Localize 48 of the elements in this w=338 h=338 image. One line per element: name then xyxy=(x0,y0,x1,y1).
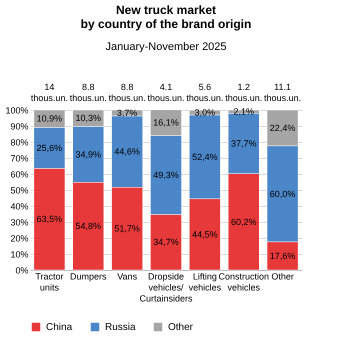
y-tick-label: 60% xyxy=(10,170,28,180)
data-label: 3,7% xyxy=(116,108,138,118)
text: 8.8 thous.un. xyxy=(108,82,146,103)
y-tick-label: 50% xyxy=(10,186,28,196)
data-label: 51,7% xyxy=(114,224,140,234)
data-label: 52,4% xyxy=(192,152,218,162)
chart-title: New truck market by country of the brand origin xyxy=(80,3,252,31)
data-label: 25,6% xyxy=(36,142,62,153)
data-label: 2,1% xyxy=(233,106,254,117)
text: 8.8 thous.un. xyxy=(70,82,107,103)
y-tick-label: 10% xyxy=(10,250,28,260)
data-label: 22,4% xyxy=(270,122,296,133)
text: 14 thous.un. xyxy=(30,82,68,103)
data-label: 54,8% xyxy=(76,221,102,232)
data-label: 44,6% xyxy=(114,146,140,157)
text: 1.2 thous.un. xyxy=(225,82,262,103)
data-label: 10,9% xyxy=(36,114,62,124)
y-tick-label: 20% xyxy=(10,234,28,244)
data-label: 49,3% xyxy=(153,170,179,180)
y-tick-label: 40% xyxy=(10,202,28,212)
data-label: 10,3% xyxy=(76,113,102,124)
y-tick-label: 100% xyxy=(5,106,28,116)
y-tick-label: 90% xyxy=(10,122,28,132)
y-tick-label: 70% xyxy=(10,154,28,164)
data-label: 34,7% xyxy=(153,237,179,248)
x-tick-label: Dumpers xyxy=(70,272,108,282)
data-label: 34,9% xyxy=(76,149,102,160)
x-tick-label: Vans xyxy=(117,272,138,282)
data-label: 16,1% xyxy=(153,118,179,128)
data-label: 60,2% xyxy=(230,216,256,227)
text: 4.1 thous.un. xyxy=(147,82,185,103)
data-label: 37,7% xyxy=(230,138,256,149)
y-tick-label: 30% xyxy=(10,218,28,228)
data-label: 3,0% xyxy=(194,108,216,118)
y-tick-label: 80% xyxy=(10,138,28,148)
data-label: 63,5% xyxy=(36,214,62,224)
x-tick-label: Tractor units xyxy=(35,272,64,292)
data-label: 60,0% xyxy=(270,188,296,199)
data-label: 17,6% xyxy=(270,250,296,261)
legend-label: Other xyxy=(168,322,194,333)
text: 5.6 thous.un. xyxy=(186,82,224,103)
data-label: 44,5% xyxy=(192,229,218,240)
y-tick-label: 0% xyxy=(15,266,28,276)
x-tick-label: Other xyxy=(271,272,294,282)
legend-label: Russia xyxy=(105,322,136,333)
text: 11.1 thous.un. xyxy=(264,82,302,103)
legend-label: China xyxy=(46,322,73,333)
chart-subtitle: January-November 2025 xyxy=(105,41,227,53)
